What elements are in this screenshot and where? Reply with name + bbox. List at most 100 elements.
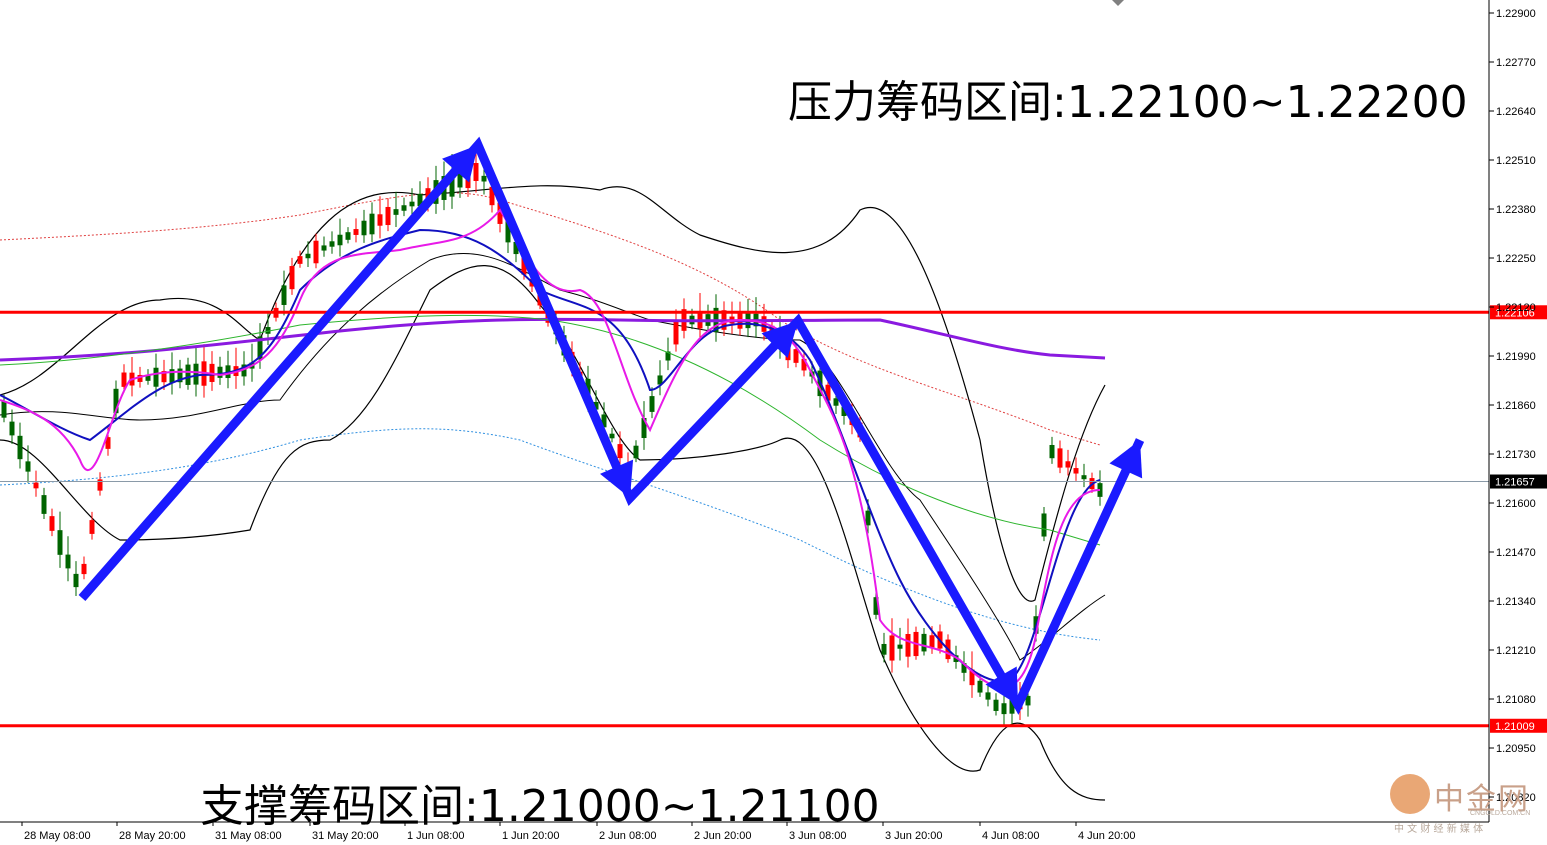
x-tick-label: 3 Jun 20:00: [885, 830, 943, 842]
ma-signal: [0, 208, 1101, 689]
y-tick-label: 1.21470: [1496, 547, 1536, 559]
candle-body: [1073, 468, 1079, 474]
arrow-head-icon: [761, 321, 798, 359]
x-tick-label: 4 Jun 08:00: [982, 830, 1040, 842]
candle-body: [1057, 448, 1063, 468]
candle-body: [497, 202, 503, 224]
candle-body: [593, 401, 599, 410]
candle-body: [409, 201, 415, 207]
candle-body: [489, 186, 495, 206]
arrow-head-icon: [985, 666, 1018, 705]
candle-body: [193, 363, 199, 385]
candle-body: [241, 364, 247, 377]
bollinger-middle: [0, 252, 1106, 661]
candle-body: [881, 643, 887, 655]
resistance-price-tag: [1490, 305, 1547, 320]
candle-body: [921, 633, 927, 652]
candle-body: [521, 256, 527, 275]
resistance-annotation: 压力筹码区间:1.22100~1.22200: [788, 77, 1468, 128]
candle-body: [1041, 513, 1047, 537]
candle-body: [617, 444, 623, 459]
y-tick-label: 1.21860: [1496, 400, 1536, 412]
candle-body: [33, 482, 39, 489]
candle-body: [1081, 475, 1087, 480]
candle-body: [865, 510, 871, 526]
candle-body: [993, 699, 999, 711]
logo-name: 中金网: [1434, 782, 1530, 817]
y-tick-label: 1.21990: [1496, 351, 1536, 363]
candle-body: [905, 634, 911, 657]
candle-body: [145, 374, 151, 381]
candle-body: [977, 680, 983, 693]
support-annotation: 支撑筹码区间:1.21000~1.21100: [200, 781, 880, 832]
candle-body: [265, 327, 271, 334]
candle-body: [161, 371, 167, 383]
candle-body: [481, 175, 487, 182]
watermark-logo: 中金网 CNGOLD.COM.CN 中 文 财 经 新 媒 体: [1390, 772, 1540, 835]
candle-body: [337, 234, 343, 246]
candle-body: [217, 366, 223, 378]
support-price-tag: [1490, 718, 1547, 733]
logo-domain: CNGOLD.COM.CN: [1470, 810, 1531, 817]
candle-body: [305, 253, 311, 259]
candle-body: [385, 206, 391, 226]
candle-body: [873, 597, 879, 615]
trend-zigzag-line: [78, 136, 1145, 715]
candle-body: [73, 573, 79, 588]
candle-body: [177, 368, 183, 383]
candle-body: [633, 445, 639, 459]
y-tick-label: 1.22380: [1496, 204, 1536, 216]
y-tick-label: 1.21210: [1496, 645, 1536, 657]
logo-tagline: 中 文 财 经 新 媒 体: [1394, 824, 1484, 835]
candle-body: [57, 530, 63, 555]
candle-body: [649, 396, 655, 412]
candle-body: [1049, 444, 1055, 459]
candle-body: [297, 256, 303, 264]
y-tick-label: 1.20820: [1496, 792, 1536, 804]
x-tick-label: 1 Jun 08:00: [407, 830, 465, 842]
y-tick-label: 1.22510: [1496, 155, 1536, 167]
y-tick-label: 1.22120: [1496, 302, 1536, 314]
candle-body: [289, 266, 295, 290]
y-tick-label: 1.22900: [1496, 8, 1536, 20]
current-price-label: 1.21657: [1495, 477, 1535, 489]
candle-body: [113, 388, 119, 414]
candle-body: [889, 635, 895, 661]
candle-body: [665, 351, 671, 361]
x-tick-label: 28 May 08:00: [24, 830, 91, 842]
candle-body: [17, 435, 23, 460]
support-price-label: 1.21009: [1495, 721, 1535, 733]
candle-body: [329, 241, 335, 247]
x-tick-label: 2 Jun 08:00: [599, 830, 657, 842]
candle-body: [361, 220, 367, 236]
outer-envelope-upper: [0, 192, 1101, 446]
candle-body: [137, 374, 143, 382]
candle-body: [121, 372, 127, 387]
current-price-tag: [1490, 474, 1547, 489]
arrow-head-icon: [442, 145, 478, 183]
arrow-head-icon: [600, 459, 634, 498]
candle-body: [1009, 698, 1015, 714]
candle-body: [89, 520, 95, 534]
y-tick-label: 1.22250: [1496, 253, 1536, 265]
candle-body: [81, 563, 87, 575]
candle-body: [401, 205, 407, 211]
candle-body: [25, 461, 31, 472]
x-tick-label: 3 Jun 08:00: [789, 830, 847, 842]
y-tick-label: 1.20950: [1496, 743, 1536, 755]
x-tick-label: 4 Jun 20:00: [1078, 830, 1136, 842]
candle-body: [801, 358, 807, 371]
candle-body: [513, 241, 519, 255]
y-tick-label: 1.21340: [1496, 596, 1536, 608]
candle-body: [257, 336, 263, 360]
arrow-head-icon: [1109, 440, 1143, 479]
candle-body: [153, 367, 159, 387]
candle-body: [49, 516, 55, 531]
candle-body: [377, 214, 383, 226]
candle-body: [985, 692, 991, 700]
candle-body: [281, 285, 287, 305]
candle-body: [393, 209, 399, 215]
x-tick-label: 1 Jun 20:00: [502, 830, 560, 842]
